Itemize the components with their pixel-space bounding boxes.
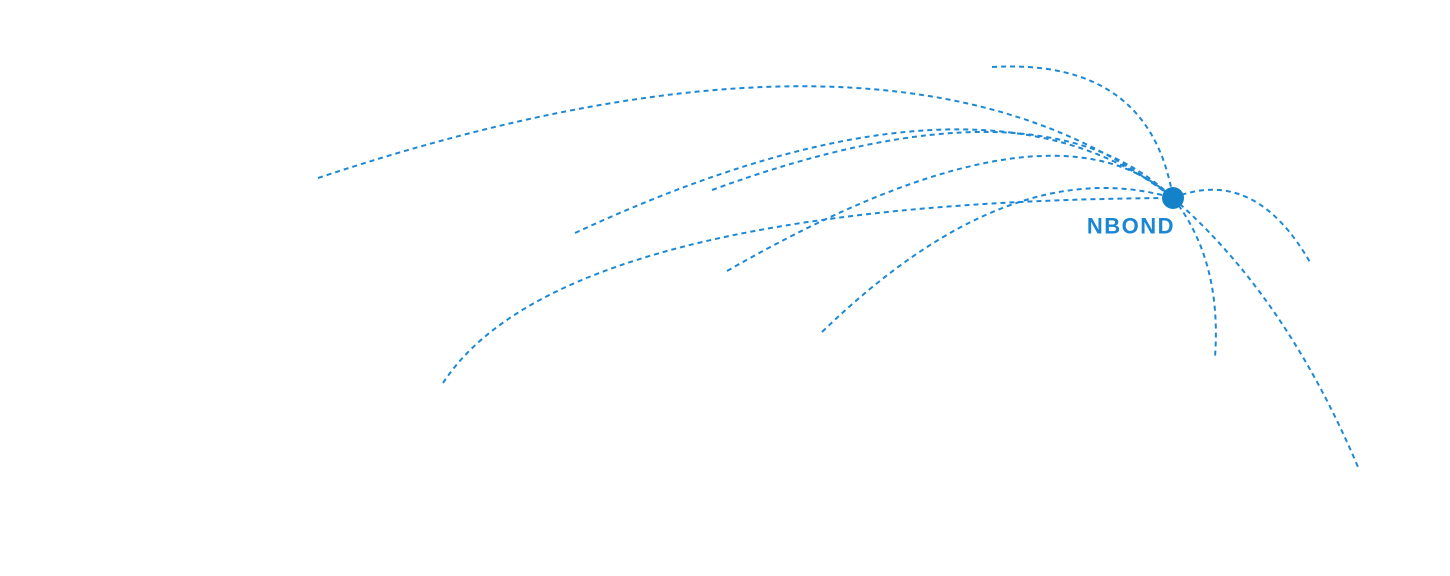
edges-layer: [317, 65, 1359, 468]
node-nbond[interactable]: [1162, 187, 1184, 209]
node-label-nbond[interactable]: NBOND: [1084, 211, 1177, 242]
edge-mid-upper-arc[interactable]: [711, 130, 1174, 199]
edge-left-long-arc[interactable]: [317, 85, 1174, 199]
edge-mid-lower-arc[interactable]: [821, 187, 1174, 333]
edge-top-arc[interactable]: [991, 65, 1174, 199]
edge-down-right-long[interactable]: [1172, 197, 1359, 468]
edge-mid-arc[interactable]: [726, 154, 1174, 272]
edge-lower-left-arc[interactable]: [442, 197, 1174, 384]
edge-right-hook[interactable]: [1172, 188, 1312, 265]
edge-down-short[interactable]: [1172, 197, 1217, 358]
edge-mid-left-arc[interactable]: [574, 128, 1174, 234]
